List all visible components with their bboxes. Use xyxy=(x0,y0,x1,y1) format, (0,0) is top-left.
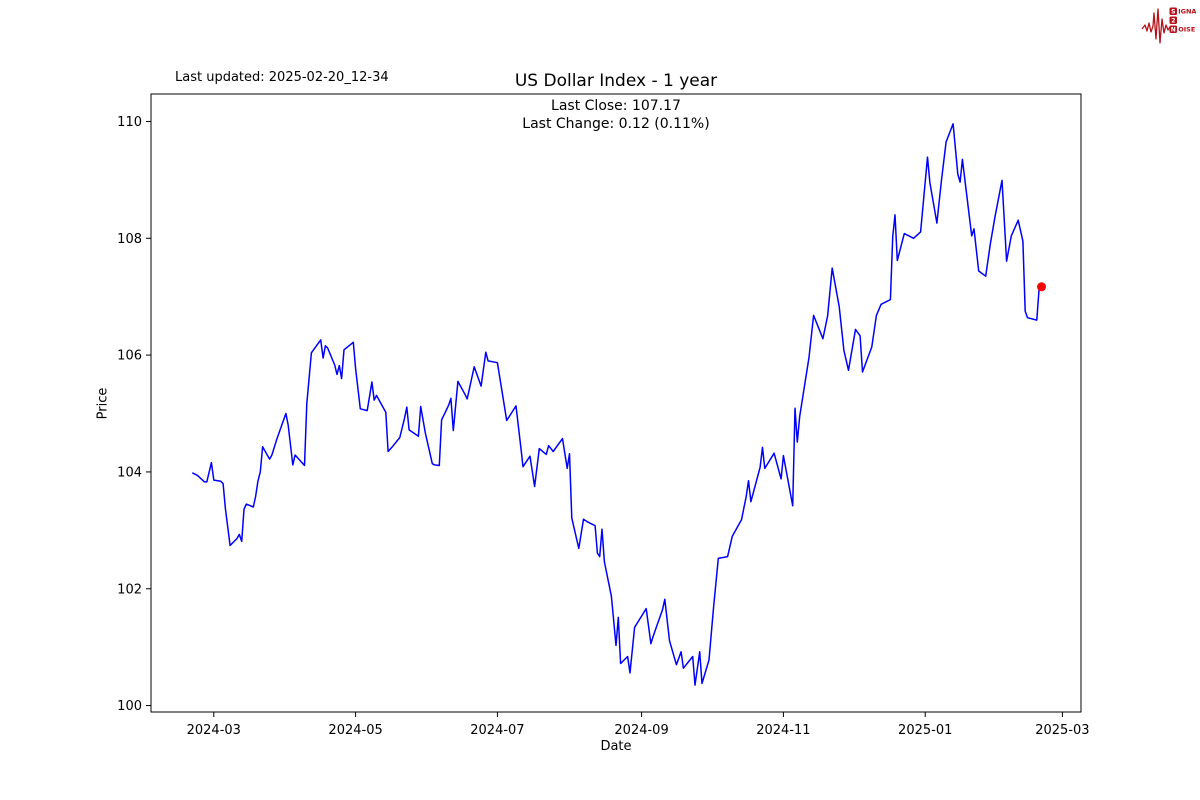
price-line xyxy=(192,123,1043,686)
last-close-annotation: Last Close: 107.17 Last Change: 0.12 (0.… xyxy=(151,97,1081,133)
logo-2-box xyxy=(1169,16,1177,24)
x-tick-label: 2024-03 xyxy=(187,723,241,738)
last-price-dot xyxy=(1037,282,1046,292)
x-tick-label: 2025-03 xyxy=(1035,723,1089,738)
axes-group: 100 102 104 106 108 110 2024-03 2024-05 2024-07 2… xyxy=(117,93,1090,738)
chart-title: US Dollar Index - 1 year xyxy=(514,71,718,91)
annotation-last-change: Last Change: 0.12 (0.11%) xyxy=(522,116,710,132)
logo-word-signal: IGNAL xyxy=(1178,8,1196,16)
logo-n-box xyxy=(1169,25,1177,33)
x-axis-label: Date xyxy=(600,739,632,754)
x-tick-label: 2024-05 xyxy=(328,723,382,738)
y-tick-label: 100 xyxy=(117,699,142,714)
logo-text: S IGNAL 2 N OISE xyxy=(1169,7,1196,34)
x-tick-label: 2024-09 xyxy=(614,723,668,738)
annotation-last-close: Last Close: 107.17 xyxy=(551,98,681,114)
y-tick-label: 108 xyxy=(117,232,142,247)
logo-waveform-icon xyxy=(1141,8,1171,44)
logo-word-noise: OISE xyxy=(1178,26,1195,34)
y-tick-label: 110 xyxy=(117,115,142,130)
x-tick-label: 2024-11 xyxy=(756,723,810,738)
signal2noise-logo: S IGNAL 2 N OISE xyxy=(1141,7,1196,44)
x-tick-label: 2024-07 xyxy=(470,723,524,738)
y-tick-label: 106 xyxy=(117,349,142,364)
logo-letter-s: S xyxy=(1171,8,1175,15)
y-tick-label: 104 xyxy=(117,465,142,480)
logo-letter-n: N xyxy=(1171,26,1176,33)
logo-s-box xyxy=(1169,7,1177,15)
x-tick-label: 2025-01 xyxy=(898,723,952,738)
plot-border xyxy=(150,93,1082,713)
logo-digit-2: 2 xyxy=(1171,17,1175,24)
last-updated-text: Last updated: 2025-02-20_12-34 xyxy=(175,70,389,85)
y-tick-label: 102 xyxy=(117,582,142,597)
